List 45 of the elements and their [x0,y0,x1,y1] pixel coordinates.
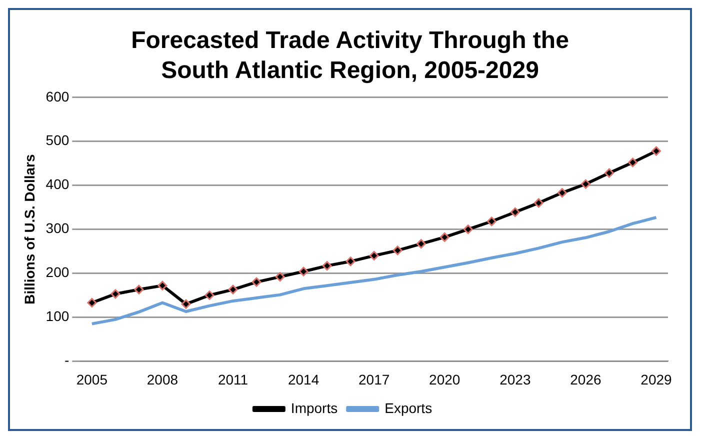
point [134,284,144,294]
point [298,266,308,276]
y-tick-label: 200 [46,264,70,280]
x-tick-label: 2005 [76,371,108,388]
point [228,284,238,294]
point [369,250,379,260]
y-tick-label: 600 [46,88,70,104]
point [392,246,402,256]
point [651,146,661,156]
point [181,299,191,309]
point [322,261,332,271]
point [252,277,262,287]
point [604,168,614,178]
x-tick-label: 2026 [570,371,602,388]
x-tick-label: 2008 [146,371,178,388]
y-tick-label: 500 [46,132,70,148]
point [275,272,285,282]
y-tick-label: 100 [46,308,70,324]
point [510,207,520,217]
point [534,198,544,208]
y-tick-label: 300 [46,220,70,236]
point [580,179,590,189]
x-tick-label: 2023 [500,371,531,388]
x-tick-label: 2014 [288,371,320,388]
point [416,239,426,249]
point [486,216,496,226]
y-tick-label: 400 [46,176,70,192]
chart-title: Forecasted Trade Activity Through the South Atlantic Region, 2005-2029 [130,26,570,86]
legend-label: Imports [290,400,338,416]
point [346,256,356,266]
legend-label: Exports [384,400,432,416]
point [204,290,214,300]
x-tick-label: 2017 [358,371,390,388]
point [110,289,120,299]
point [158,280,168,290]
point [628,158,638,168]
point [463,224,473,234]
x-tick-label: 2029 [640,371,672,388]
point [557,188,567,198]
y-tick-label: - [64,352,70,368]
x-tick-label: 2020 [429,371,460,388]
x-tick-label: 2011 [218,371,248,388]
y-axis-title: Billions of U.S. Dollars [21,154,38,304]
point [440,232,450,242]
point [87,298,97,308]
